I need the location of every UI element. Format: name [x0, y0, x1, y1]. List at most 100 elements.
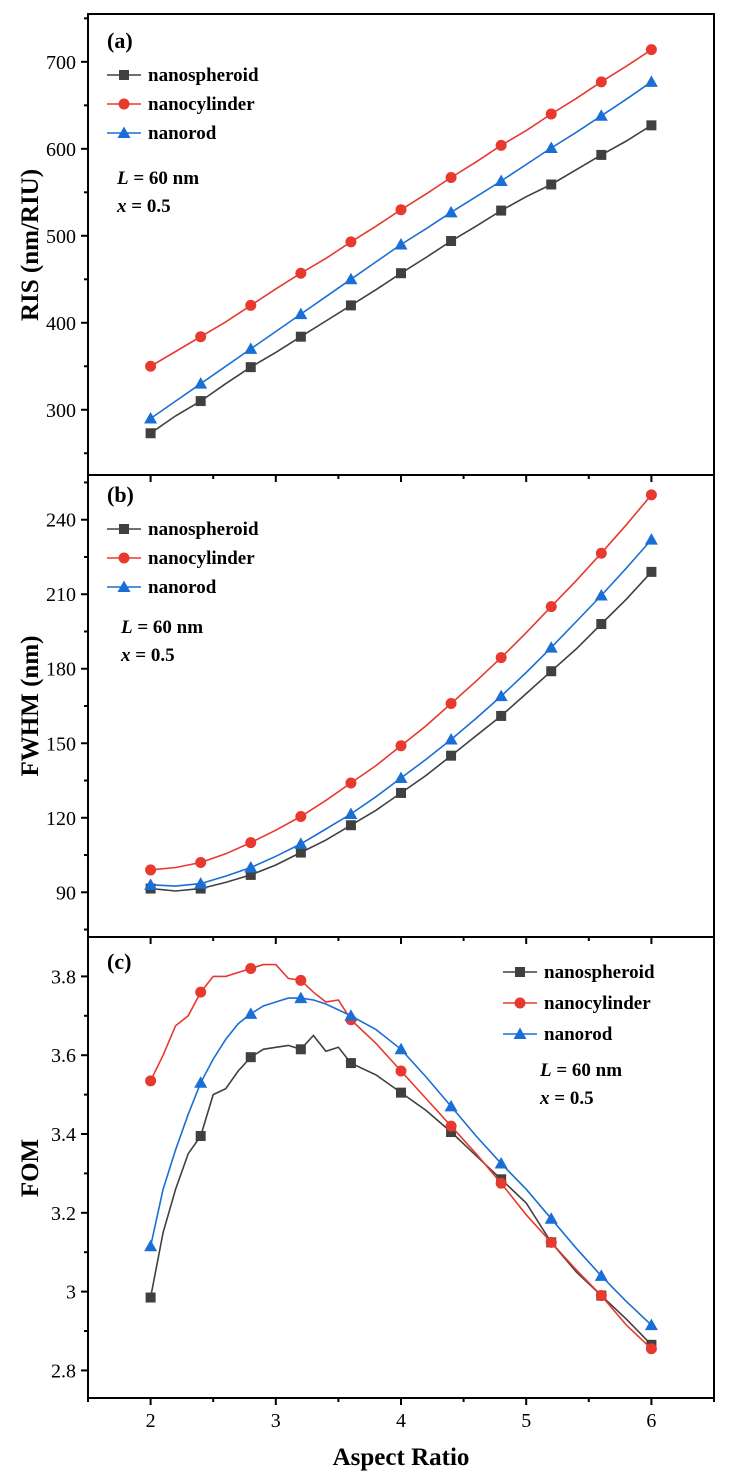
- data-point-nanospheroid: [596, 619, 607, 630]
- y-axis-title: FOM: [17, 1139, 44, 1197]
- data-point-nanocylinder: [495, 139, 507, 151]
- annotation: x = 0.5: [120, 645, 175, 666]
- data-point-nanocylinder: [295, 811, 307, 823]
- data-point-nanocylinder: [595, 547, 607, 559]
- data-point-nanorod: [544, 641, 558, 653]
- x-tick-label: 3: [271, 1410, 281, 1432]
- y-tick-label: 90: [56, 882, 76, 904]
- data-point-nanorod: [644, 75, 658, 87]
- data-point-nanocylinder: [145, 360, 157, 372]
- data-point-nanorod: [594, 109, 608, 121]
- data-point-nanorod: [544, 1212, 558, 1224]
- data-point-nanorod: [194, 377, 208, 389]
- data-point-nanospheroid: [345, 300, 356, 311]
- x-axis-title: Aspect Ratio: [333, 1444, 470, 1471]
- data-point-nanocylinder: [245, 299, 257, 311]
- data-point-nanorod: [344, 272, 358, 285]
- x-tick-label: 2: [146, 1410, 156, 1432]
- data-point-nanocylinder: [495, 652, 507, 664]
- data-point-nanospheroid: [446, 236, 457, 247]
- legend-label-nanospheroid: nanospheroid: [544, 962, 655, 983]
- legend-label-nanorod: nanorod: [148, 577, 217, 598]
- y-tick-label: 3.2: [51, 1203, 76, 1225]
- legend-marker-nanospheroid: [119, 524, 129, 534]
- data-point-nanospheroid: [245, 362, 256, 373]
- data-point-nanorod: [594, 1269, 608, 1281]
- y-axis-title: RIS (nm/RIU): [17, 169, 44, 321]
- data-point-nanorod: [544, 141, 558, 153]
- legend-label-nanocylinder: nanocylinder: [544, 993, 651, 1014]
- y-tick-label: 300: [46, 400, 76, 422]
- data-point-nanospheroid: [295, 847, 306, 858]
- data-point-nanospheroid: [396, 268, 406, 279]
- legend-marker-nanorod: [117, 126, 131, 138]
- data-point-nanocylinder: [195, 331, 207, 343]
- data-point-nanocylinder: [245, 837, 257, 849]
- legend-marker-nanocylinder: [118, 98, 130, 110]
- data-point-nanorod: [644, 1318, 658, 1331]
- data-point-nanorod: [644, 533, 658, 545]
- data-point-nanospheroid: [345, 820, 356, 831]
- x-tick-label: 6: [646, 1410, 656, 1432]
- data-point-nanorod: [294, 307, 308, 320]
- annotation: x = 0.5: [116, 196, 171, 217]
- y-tick-label: 600: [46, 139, 76, 161]
- data-point-nanocylinder: [395, 204, 407, 216]
- data-point-nanospheroid: [145, 428, 156, 439]
- annotation: L = 60 nm: [120, 617, 203, 638]
- series-line-nanospheroid: [150, 124, 652, 434]
- annotation: L = 60 nm: [116, 168, 199, 189]
- series-line-nanospheroid: [149, 1034, 652, 1346]
- data-point-nanorod: [244, 342, 258, 354]
- data-point-nanocylinder: [645, 44, 657, 56]
- legend-marker-nanocylinder: [514, 997, 526, 1009]
- data-point-nanospheroid: [245, 1052, 256, 1063]
- data-point-nanocylinder: [595, 1290, 607, 1302]
- data-point-nanorod: [444, 1099, 458, 1112]
- series-line-nanospheroid: [150, 571, 652, 892]
- axes-frame: [87, 474, 715, 938]
- data-point-nanospheroid: [496, 710, 507, 721]
- y-tick-label: 150: [46, 733, 76, 755]
- data-point-nanospheroid: [396, 1087, 406, 1098]
- data-point-nanospheroid: [446, 1127, 457, 1138]
- y-tick-label: 180: [46, 659, 76, 681]
- data-point-nanocylinder: [245, 963, 257, 975]
- panel-a: 300 400 500 600 700 RIS (nm/RIU) (a) nanosphero…: [17, 13, 715, 482]
- data-point-nanocylinder: [345, 777, 357, 789]
- y-tick-label: 3.8: [51, 966, 76, 988]
- data-point-nanospheroid: [446, 750, 457, 761]
- data-point-nanorod: [144, 1239, 158, 1252]
- data-point-nanospheroid: [596, 149, 607, 160]
- data-point-nanocylinder: [545, 601, 557, 613]
- series-line-nanocylinder: [149, 963, 652, 1350]
- data-point-nanospheroid: [496, 205, 507, 216]
- legend-marker-nanorod: [117, 580, 131, 592]
- data-point-nanospheroid: [195, 1130, 206, 1141]
- y-axis-title: FWHM (nm): [17, 636, 44, 777]
- data-point-nanocylinder: [145, 864, 157, 876]
- series-line-nanorod: [149, 997, 652, 1326]
- data-point-nanocylinder: [545, 1236, 557, 1248]
- data-point-nanocylinder: [345, 236, 357, 248]
- data-point-nanospheroid: [295, 1044, 306, 1055]
- data-point-nanocylinder: [595, 76, 607, 88]
- data-point-nanospheroid: [345, 1058, 356, 1069]
- panel-c: 2.8 3 3.2 3.4 3.6 3.8 2 3 4 5 6 FOM (c) nanospheroid n…: [17, 936, 715, 1432]
- annotation: x = 0.5: [539, 1088, 594, 1109]
- data-point-nanorod: [344, 807, 358, 820]
- data-point-nanorod: [394, 771, 408, 784]
- y-tick-label: 700: [46, 52, 76, 74]
- data-point-nanorod: [394, 1042, 408, 1055]
- series-line-nanorod: [150, 539, 653, 887]
- data-point-nanocylinder: [295, 974, 307, 986]
- panel-label: (c): [107, 949, 131, 974]
- panel-label: (a): [107, 28, 133, 53]
- data-point-nanospheroid: [646, 566, 657, 577]
- data-point-nanocylinder: [545, 108, 557, 120]
- data-point-nanorod: [444, 205, 458, 218]
- legend-marker-nanospheroid: [515, 967, 525, 977]
- data-point-nanospheroid: [195, 396, 206, 407]
- legend-label-nanocylinder: nanocylinder: [148, 94, 255, 115]
